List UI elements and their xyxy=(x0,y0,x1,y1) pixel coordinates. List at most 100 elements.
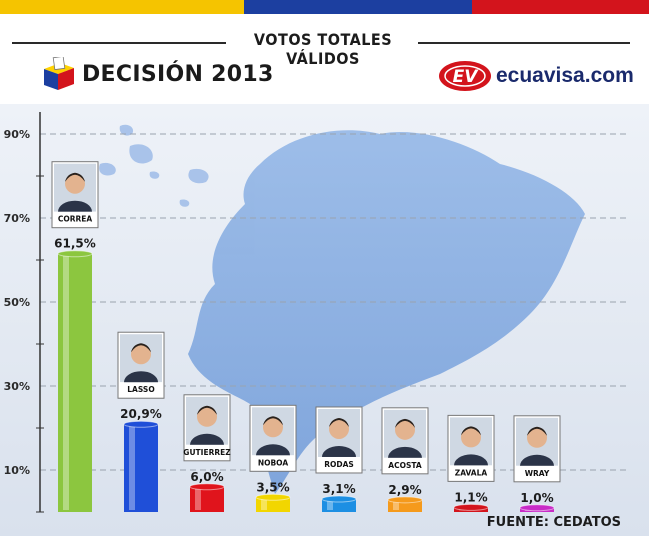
portrait-hair xyxy=(263,416,283,426)
portrait-hair xyxy=(395,418,415,428)
candidate-name: RODAS xyxy=(324,460,354,469)
chart-panel: 90% 70% 50% 30% 10% 61,5% 20,9% 6,0% 3,5% 3,1% 2,… xyxy=(0,91,649,536)
flag-color-bar xyxy=(0,0,649,14)
portrait-head xyxy=(527,427,547,448)
portrait-head xyxy=(329,418,349,439)
candidate-card-lasso: LASSO xyxy=(117,331,165,399)
decision-brand: DECISIÓN 2013 xyxy=(40,56,274,92)
y-tick-label: 90% xyxy=(4,128,30,141)
bar-cap xyxy=(519,504,555,512)
name-plate xyxy=(120,382,162,397)
value-label: 3,5% xyxy=(256,480,289,494)
bar-highlight xyxy=(327,500,333,510)
chart-header: VOTOS TOTALES VÁLIDOS xyxy=(0,28,649,68)
bar-highlight xyxy=(63,255,69,510)
candidate-card-gutierrez: GUTIERREZ xyxy=(183,394,231,462)
portrait-hair xyxy=(329,417,349,427)
decision-brand-label: DECISIÓN 2013 xyxy=(82,61,274,87)
bar-cap xyxy=(453,503,489,511)
bar-zavala xyxy=(453,503,489,512)
candidate-name: CORREA xyxy=(58,215,93,224)
value-label: 20,9% xyxy=(120,407,162,421)
portrait-hair xyxy=(527,426,547,436)
bar-highlight xyxy=(393,501,399,510)
candidate-card-noboa: NOBOA xyxy=(249,404,297,472)
flag-stripe-blue xyxy=(244,0,472,14)
portrait-hair xyxy=(131,343,151,353)
portrait-head xyxy=(131,344,151,365)
header-rule-left xyxy=(12,42,226,44)
name-plate xyxy=(384,457,426,472)
candidate-card-acosta: ACOSTA xyxy=(381,407,429,475)
ecuavisa-logo: EV ecuavisa.com xyxy=(438,58,634,94)
bar-highlight xyxy=(195,488,201,510)
portrait-head xyxy=(197,406,217,427)
name-plate xyxy=(252,455,294,470)
bar-acosta xyxy=(387,496,423,512)
candidate-cards: CORREA LASSO GUTIERREZ NOBOA RODAS ACOSTA ZAVA… xyxy=(51,161,561,483)
value-label: 3,1% xyxy=(322,482,355,496)
name-plate xyxy=(450,465,492,480)
portrait-head xyxy=(263,417,283,438)
bar-noboa xyxy=(255,493,291,512)
flag-stripe-yellow xyxy=(0,0,244,14)
y-tick-label: 50% xyxy=(4,296,30,309)
value-label: 1,0% xyxy=(520,491,553,505)
bar-body xyxy=(58,253,92,512)
portrait-hair xyxy=(65,172,85,182)
bar-cap xyxy=(123,420,159,428)
portrait-hair xyxy=(461,426,481,436)
bar-highlight xyxy=(261,499,267,510)
candidate-name: LASSO xyxy=(127,385,154,394)
bar-wray xyxy=(519,504,555,512)
svg-text:EV: EV xyxy=(453,67,480,87)
y-tick-label: 10% xyxy=(4,464,30,477)
bar-body xyxy=(124,424,158,512)
value-labels: 61,5% 20,9% 6,0% 3,5% 3,1% 2,9% 1,1% 1,0% xyxy=(54,237,553,505)
bar-cap xyxy=(57,250,93,258)
name-plate xyxy=(516,465,558,480)
candidate-name: NOBOA xyxy=(258,458,289,467)
portrait-hair xyxy=(197,405,217,415)
bar-cap xyxy=(189,483,225,491)
bar-chart: 90% 70% 50% 30% 10% 61,5% 20,9% 6,0% 3,5% 3,1% 2,… xyxy=(0,91,649,536)
header-rule-right xyxy=(418,42,630,44)
portrait-head xyxy=(65,173,85,194)
candidate-card-rodas: RODAS xyxy=(315,406,363,474)
candidate-name: ZAVALA xyxy=(455,468,488,477)
bar-gutierrez xyxy=(189,483,225,512)
bar-body xyxy=(190,486,224,512)
name-plate xyxy=(54,211,96,226)
ecuavisa-label: ecuavisa.com xyxy=(496,64,634,87)
value-label: 61,5% xyxy=(54,237,96,251)
bar-body xyxy=(256,497,290,512)
ballot-box-icon xyxy=(44,57,74,90)
ecuador-map-silhouette xyxy=(99,124,585,494)
bar-highlight xyxy=(129,426,135,510)
bar-rodas xyxy=(321,495,357,512)
flag-stripe-red xyxy=(472,0,649,14)
ecuavisa-ev-icon: EV xyxy=(439,61,491,91)
candidate-name: WRAY xyxy=(525,469,550,478)
value-label: 6,0% xyxy=(190,470,223,484)
bar-lasso xyxy=(123,420,159,512)
y-axis: 90% 70% 50% 30% 10% xyxy=(4,91,44,513)
bar-body xyxy=(322,498,356,512)
chart-title: VOTOS TOTALES VÁLIDOS xyxy=(253,30,393,68)
source-note: FUENTE: CEDATOS xyxy=(486,515,621,530)
name-plate xyxy=(318,456,360,471)
bar-correa xyxy=(57,250,93,512)
y-tick-label: 30% xyxy=(4,380,30,393)
name-plate xyxy=(186,444,228,459)
bar-cap xyxy=(255,493,291,501)
bar-cap xyxy=(321,495,357,503)
candidate-name: GUTIERREZ xyxy=(183,448,231,457)
bars xyxy=(57,250,555,512)
portrait-head xyxy=(395,419,415,440)
candidate-card-wray: WRAY xyxy=(513,415,561,483)
y-tick-label: 70% xyxy=(4,212,30,225)
bar-cap xyxy=(387,496,423,504)
value-label: 1,1% xyxy=(454,490,487,504)
value-label: 2,9% xyxy=(388,483,421,497)
candidate-card-correa: CORREA xyxy=(51,161,99,229)
